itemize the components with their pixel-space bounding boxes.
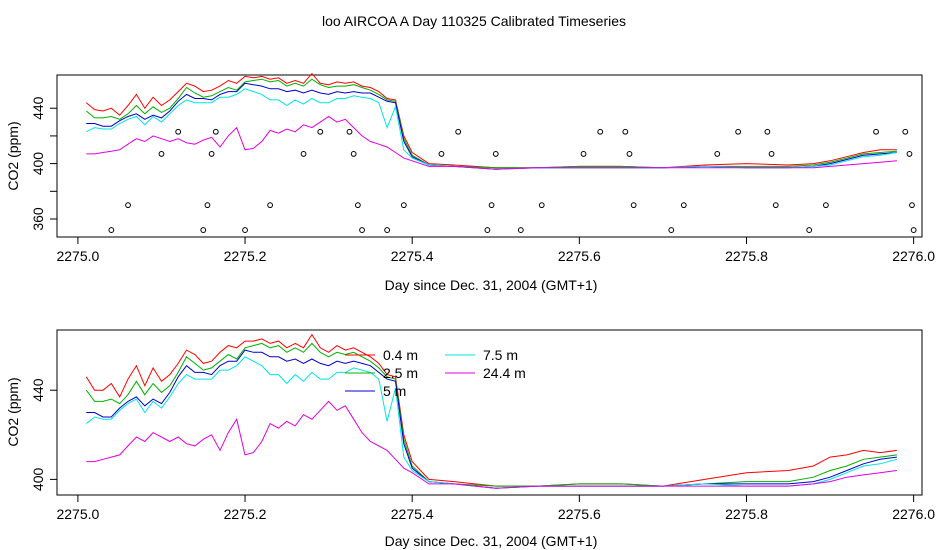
x-tick-label: 2275.2 — [224, 506, 267, 522]
data-point — [517, 227, 524, 233]
data-point — [768, 151, 775, 157]
data-point — [400, 202, 407, 209]
legend-label: 2.5 m — [383, 365, 418, 381]
series-line-0-4-m — [85, 72, 897, 169]
data-point — [622, 128, 629, 135]
data-point — [108, 227, 115, 233]
plot-box — [56, 74, 923, 238]
data-point — [714, 151, 721, 157]
data-point — [242, 227, 248, 233]
data-point — [806, 227, 813, 233]
data-point — [772, 202, 779, 209]
data-point — [208, 151, 215, 157]
data-point — [212, 128, 219, 135]
data-point — [764, 128, 771, 135]
y-tick-label: 360 — [30, 207, 46, 231]
series-line-24-4-m — [86, 400, 897, 489]
data-point — [204, 202, 211, 209]
data-point — [455, 128, 462, 135]
data-point — [488, 202, 495, 209]
data-point — [346, 128, 353, 135]
data-point — [630, 202, 637, 209]
x-axis-label: Day since Dec. 31, 2004 (GMT+1) — [385, 533, 598, 549]
data-point — [125, 202, 131, 209]
data-point — [910, 227, 917, 233]
data-point — [680, 202, 687, 209]
y-tick-label: 440 — [30, 378, 46, 402]
data-point — [317, 128, 324, 135]
figure-title: loo AIRCOA A Day 110325 Calibrated Times… — [322, 13, 626, 29]
data-point — [902, 128, 909, 135]
panel-bottom: 2275.0 2275.2 2275.4 2275.6 2275.8 2276.0 400 4… — [5, 329, 935, 549]
series-layer — [85, 72, 897, 170]
legend-label: 5 m — [383, 383, 406, 399]
data-point — [906, 151, 913, 157]
legend-label: 7.5 m — [483, 347, 518, 363]
x-tick-label: 2275.0 — [56, 248, 99, 264]
data-point — [158, 151, 165, 157]
series-line-7-5-m — [86, 88, 897, 170]
x-tick-label: 2275.8 — [725, 248, 768, 264]
data-point — [597, 128, 604, 135]
series-layer — [85, 333, 898, 489]
y-tick-label: 400 — [30, 152, 46, 176]
legend-label: 24.4 m — [483, 365, 526, 381]
data-point — [267, 202, 274, 209]
axes: 2275.0 2275.2 2275.4 2275.6 2275.8 2276.0 400 4… — [30, 378, 935, 522]
x-tick-label: 2275.6 — [558, 248, 601, 264]
data-point — [438, 151, 445, 157]
data-point — [354, 202, 361, 209]
x-axis-label: Day since Dec. 31, 2004 (GMT+1) — [385, 277, 598, 293]
data-point — [175, 128, 182, 135]
series-line-2-5-m — [85, 78, 897, 169]
x-tick-label: 2275.6 — [558, 506, 601, 522]
data-point — [492, 151, 499, 157]
data-point — [822, 202, 829, 209]
x-tick-label: 2276.0 — [892, 248, 935, 264]
data-point — [626, 151, 633, 157]
y-axis-label: CO2 (ppm) — [5, 377, 21, 446]
x-tick-label: 2276.0 — [892, 506, 935, 522]
data-point — [580, 151, 587, 157]
x-tick-label: 2275.0 — [56, 506, 99, 522]
x-tick-label: 2275.2 — [224, 248, 267, 264]
data-point — [384, 227, 391, 233]
data-point — [350, 151, 357, 157]
y-tick-label: 400 — [30, 467, 46, 491]
data-point — [484, 227, 491, 233]
data-point — [909, 202, 915, 209]
data-point — [735, 128, 742, 135]
x-tick-label: 2275.8 — [725, 506, 768, 522]
series-line-24-4-m — [86, 115, 897, 170]
axes: 2275.0 2275.2 2275.4 2275.6 2275.8 2276.0 360 4… — [30, 96, 935, 264]
data-point — [873, 128, 879, 135]
x-tick-label: 2275.4 — [391, 506, 434, 522]
y-tick-label: 440 — [30, 96, 46, 120]
panel-top: 2275.0 2275.2 2275.4 2275.6 2275.8 2276.0 360 4… — [5, 72, 935, 293]
y-axis-label: CO2 (ppm) — [5, 121, 21, 190]
legend: 0.4 m 2.5 m 5 m 7.5 m 24.4 m — [345, 347, 526, 399]
points-layer — [108, 128, 917, 233]
plot-box — [56, 329, 923, 496]
data-point — [538, 202, 545, 209]
data-point — [668, 227, 675, 233]
legend-label: 0.4 m — [383, 347, 418, 363]
x-tick-label: 2275.4 — [391, 248, 434, 264]
data-point — [359, 227, 365, 233]
data-point — [300, 151, 307, 157]
data-point — [200, 227, 207, 233]
